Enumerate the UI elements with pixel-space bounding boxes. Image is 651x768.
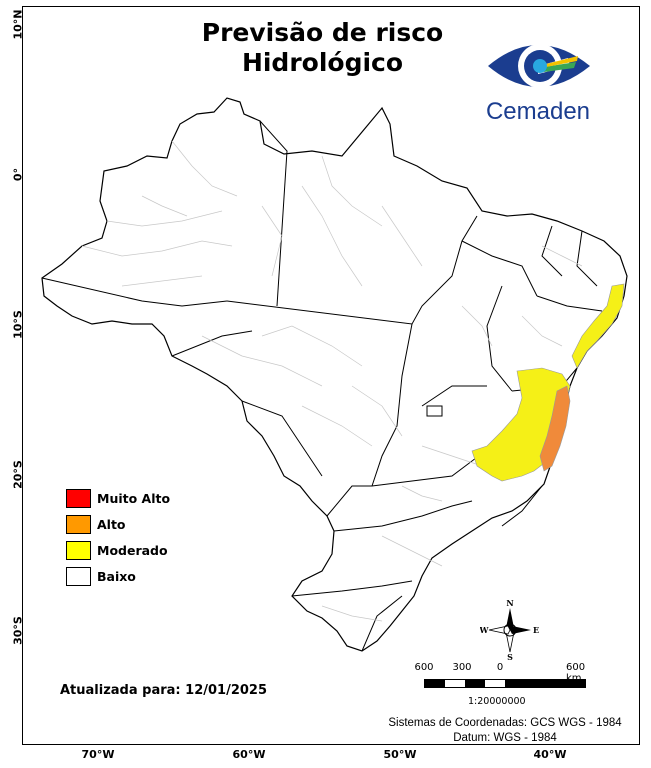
legend-swatch xyxy=(66,514,91,534)
lon-tick-50w: 50°W xyxy=(383,748,417,761)
legend-label: Muito Alto xyxy=(97,490,171,506)
scale-bar: 600 300 0 600 km 1:20000000 xyxy=(408,662,608,707)
scale-label: 600 km xyxy=(566,662,586,684)
legend-swatch xyxy=(66,540,91,560)
map-title: Previsão de risco Hidrológico xyxy=(150,18,495,78)
scale-label: 300 xyxy=(452,662,472,673)
lat-tick-20s: 20°S xyxy=(11,460,25,489)
updated-date: Atualizada para: 12/01/2025 xyxy=(60,683,268,698)
legend-label: Moderado xyxy=(97,542,168,558)
scale-label: 0 xyxy=(496,662,504,673)
legend-item-moderado: Moderado xyxy=(66,537,170,563)
cemaden-eye-icon xyxy=(488,44,590,88)
lon-tick-40w: 40°W xyxy=(533,748,567,761)
scale-labels: 600 300 0 600 km xyxy=(408,662,608,684)
watershed-boundaries xyxy=(81,140,583,622)
brazil-map xyxy=(41,97,628,652)
scale-label: 600 xyxy=(414,662,434,673)
legend-swatch xyxy=(66,488,91,508)
lat-tick-10n: 10°N xyxy=(11,9,25,40)
legend-swatch xyxy=(66,566,91,586)
crs-line-1: Sistemas de Coordenadas: GCS WGS - 1984 xyxy=(388,717,622,729)
legend-label: Baixo xyxy=(97,568,136,584)
cemaden-logo: Cemaden xyxy=(478,36,598,131)
legend-item-baixo: Baixo xyxy=(66,563,170,589)
compass-n: N xyxy=(506,598,513,608)
title-line-2: Hidrológico xyxy=(241,48,404,77)
scale-ratio: 1:20000000 xyxy=(468,696,526,707)
compass-w: W xyxy=(480,625,490,635)
compass-s: S xyxy=(507,652,513,662)
lat-tick-30s: 30°S xyxy=(11,616,25,645)
lat-tick-10s: 10°S xyxy=(11,310,25,339)
crs-line-2: Datum: WGS - 1984 xyxy=(453,732,557,744)
legend: Muito Alto Alto Moderado Baixo xyxy=(66,485,170,589)
risk-area-alto xyxy=(539,385,571,472)
compass-e: E xyxy=(533,625,539,635)
lon-tick-60w: 60°W xyxy=(232,748,266,761)
scale-bar-graphic xyxy=(424,679,586,688)
coordinate-system: Sistemas de Coordenadas: GCS WGS - 1984 … xyxy=(380,716,630,746)
title-line-1: Previsão de risco xyxy=(201,18,444,47)
compass-rose-icon: N S W E xyxy=(480,598,539,662)
legend-item-alto: Alto xyxy=(66,511,170,537)
legend-item-muito-alto: Muito Alto xyxy=(66,485,170,511)
lon-tick-70w: 70°W xyxy=(81,748,115,761)
lat-tick-0: 0° xyxy=(11,167,25,182)
risk-area-moderado-ne xyxy=(571,283,625,369)
legend-label: Alto xyxy=(97,516,126,532)
logo-text: Cemaden xyxy=(485,98,591,125)
